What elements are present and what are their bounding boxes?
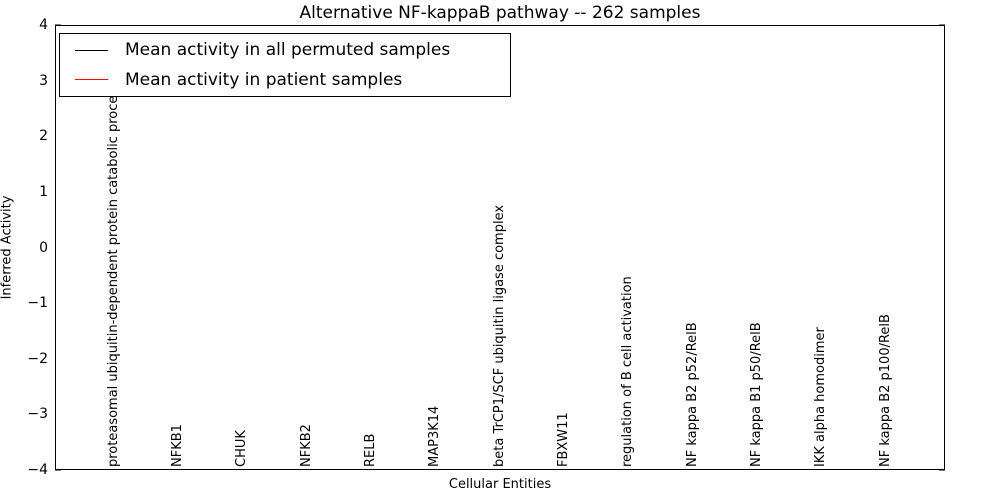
entity-label: FBXW11 (555, 412, 571, 467)
entity-label: proteasomal ubiquitin-dependent protein … (105, 82, 121, 467)
entity-label: beta TrCP1/SCF ubiquitin ligase complex (491, 204, 507, 467)
y-tick-label: −1 (27, 295, 48, 312)
legend-entry-permuted: Mean activity in all permuted samples (60, 37, 510, 64)
entity-label: NF kappa B2 p100/RelB (877, 314, 893, 467)
y-tick-label: −3 (27, 406, 48, 423)
entity-label: NF kappa B2 p52/RelB (684, 322, 700, 467)
y-tick-label: 3 (39, 72, 48, 89)
y-tick-label: 2 (39, 128, 48, 145)
legend-entry-patient: Mean activity in patient samples (60, 66, 510, 93)
y-tick-label: −2 (27, 350, 48, 367)
legend-entry-label: Mean activity in all permuted samples (125, 40, 451, 61)
entity-label: MAP3K14 (427, 405, 443, 467)
patient-line-swatch (75, 79, 108, 81)
entity-label: CHUK (234, 430, 250, 467)
y-tick-label: 0 (39, 239, 48, 256)
entity-label: NFKB1 (169, 424, 185, 467)
entity-label: NF kappa B1 p50/RelB (748, 322, 764, 467)
x-axis-label: Cellular Entities (448, 477, 552, 492)
y-tick-label: −4 (27, 462, 48, 478)
entity-label: IKK alpha homodimer (813, 327, 829, 467)
entity-label: RELB (362, 433, 378, 467)
y-tick-label: 1 (39, 183, 48, 200)
legend-entry-label: Mean activity in patient samples (125, 69, 403, 90)
permuted-line-swatch (75, 49, 108, 51)
chart-title: Alternative NF-kappaB pathway -- 262 sam… (299, 3, 701, 23)
entity-label: NFKB2 (298, 424, 314, 467)
entity-label: regulation of B cell activation (620, 276, 636, 467)
legend: Mean activity in all permuted samples Me… (59, 33, 511, 97)
plot-area (55, 25, 945, 470)
y-tick-label: 4 (39, 17, 48, 33)
